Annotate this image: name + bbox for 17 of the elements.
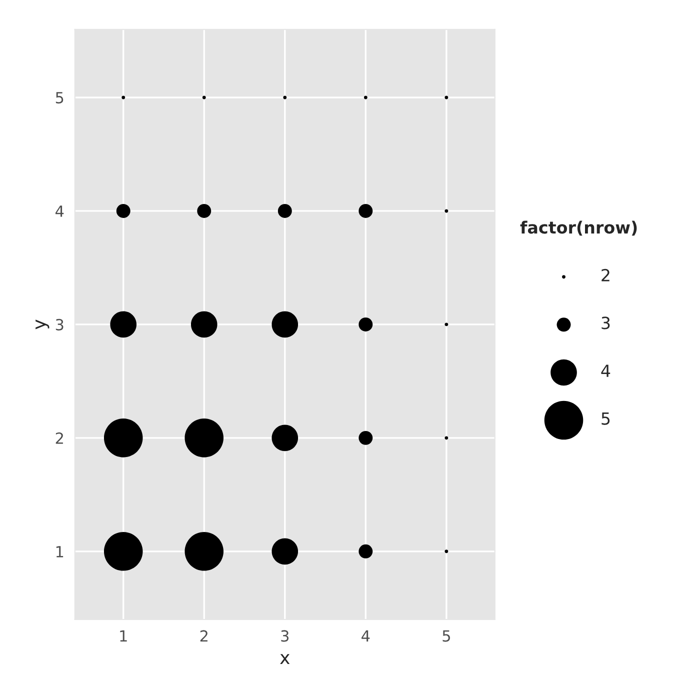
y-tick-label: 5 bbox=[56, 92, 64, 104]
x-tick-label: 5 bbox=[442, 630, 450, 642]
legend-label: 5 bbox=[602, 412, 610, 425]
legend-label: 2 bbox=[602, 268, 610, 282]
x-tick-label: 3 bbox=[281, 630, 289, 642]
y-tick-label: 2 bbox=[56, 432, 63, 444]
y-axis-title: y bbox=[36, 320, 50, 330]
legend-label: 3 bbox=[602, 316, 610, 330]
y-tick-label: 3 bbox=[56, 318, 64, 330]
y-tick-label: 1 bbox=[56, 546, 64, 558]
x-tick-label: 4 bbox=[362, 630, 370, 642]
legend-label: 4 bbox=[601, 364, 610, 377]
legend-title: factor(nrow) bbox=[520, 220, 637, 236]
x-tick-label: 2 bbox=[200, 630, 208, 642]
y-tick-label: 4 bbox=[56, 206, 64, 217]
x-axis-title: x bbox=[280, 654, 290, 664]
x-tick-label: 1 bbox=[120, 630, 127, 642]
